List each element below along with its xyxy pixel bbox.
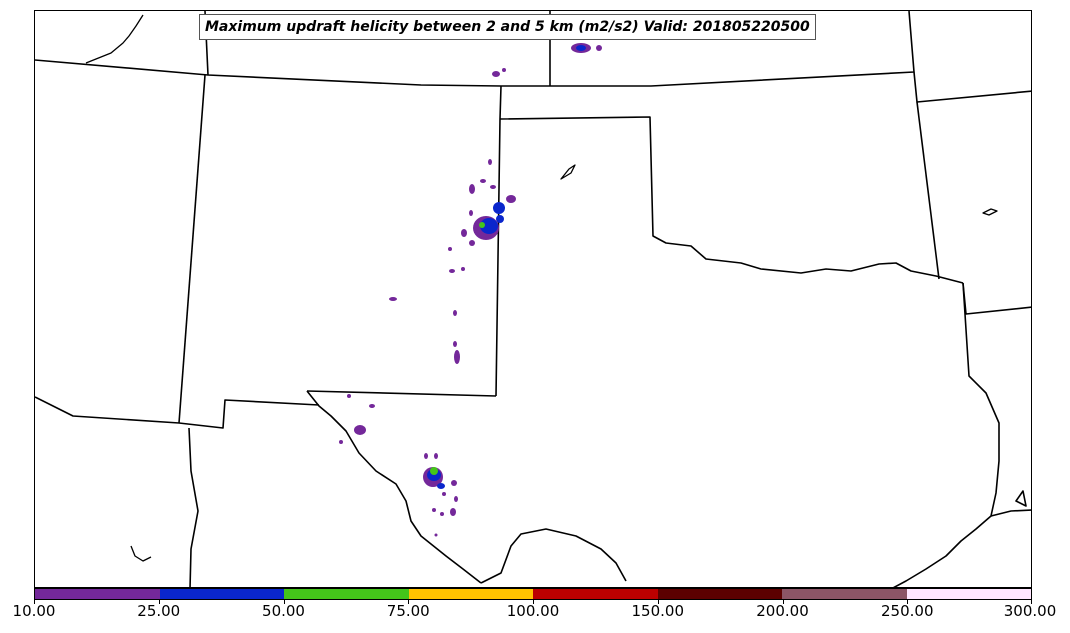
storm-cell xyxy=(493,202,505,214)
colorbar-tick xyxy=(158,600,160,604)
storm-cell xyxy=(437,483,445,489)
coastline xyxy=(85,14,144,64)
storm-cell xyxy=(480,179,486,183)
state-border xyxy=(35,396,320,429)
state-border xyxy=(499,116,964,284)
colorbar-tick xyxy=(782,600,784,604)
storm-cell xyxy=(424,453,428,459)
colorbar-tick xyxy=(657,600,659,604)
storm-cell xyxy=(339,440,343,444)
storm-cell xyxy=(469,210,473,216)
colorbar-tick xyxy=(408,600,410,604)
state-border xyxy=(916,101,940,280)
colorbar-segment-1 xyxy=(35,589,160,599)
storm-cell xyxy=(469,184,475,194)
lake xyxy=(982,208,998,216)
storm-cell xyxy=(454,496,458,502)
storm-cell xyxy=(596,45,602,51)
map-title: Maximum updraft helicity between 2 and 5… xyxy=(199,14,816,40)
storm-cell xyxy=(434,533,438,537)
storm-cell xyxy=(480,218,498,234)
storm-cell xyxy=(354,425,366,435)
colorbar-tick-label: 250.00 xyxy=(881,602,934,620)
coastline xyxy=(990,509,1031,517)
map-panel xyxy=(34,10,1032,588)
storm-cell xyxy=(434,453,438,459)
state-border xyxy=(962,282,1031,315)
storm-cell xyxy=(369,404,375,408)
storm-cell xyxy=(430,467,438,475)
storm-cell xyxy=(492,71,500,77)
colorbar-tick-label: 25.00 xyxy=(137,602,181,620)
lake xyxy=(560,164,576,180)
colorbar-segment-4 xyxy=(408,589,533,599)
colorbar-segment-5 xyxy=(533,589,658,599)
storm-cell xyxy=(451,480,457,486)
coastline xyxy=(1015,490,1027,507)
storm-cell xyxy=(440,512,444,516)
storm-cell xyxy=(453,341,457,347)
storm-cell xyxy=(454,350,460,364)
colorbar-tick-label: 300.00 xyxy=(1003,602,1057,620)
storm-cells xyxy=(339,43,602,537)
storm-cell xyxy=(347,394,351,398)
colorbar-segment-6 xyxy=(657,589,782,599)
storm-cell xyxy=(450,508,456,516)
state-boundaries xyxy=(35,11,1031,587)
colorbar-tick-label: 50.00 xyxy=(262,602,305,620)
colorbar-tick-label: 150.00 xyxy=(631,602,685,620)
storm-cell xyxy=(479,222,485,228)
storm-cell xyxy=(490,185,496,189)
state-border xyxy=(306,390,482,584)
colorbar-tick xyxy=(907,600,909,604)
state-border xyxy=(893,282,1000,587)
colorbar-tick xyxy=(1031,600,1032,604)
storm-cell xyxy=(502,68,506,72)
colorbar-segment-3 xyxy=(284,589,409,599)
lake xyxy=(130,545,152,562)
colorbar xyxy=(34,588,1032,600)
state-border xyxy=(188,427,199,587)
colorbar-segment-7 xyxy=(782,589,907,599)
storm-cell xyxy=(449,269,455,273)
storm-cell xyxy=(461,267,465,271)
storm-cell xyxy=(469,240,475,246)
colorbar-tick-label: 10.00 xyxy=(12,602,56,620)
state-border xyxy=(306,390,497,397)
storm-cell xyxy=(448,247,452,251)
storm-cell xyxy=(488,159,492,165)
storm-cell xyxy=(453,310,457,316)
colorbar-tick xyxy=(533,600,534,604)
storm-cell xyxy=(496,215,504,223)
state-border xyxy=(480,528,627,584)
storm-cell xyxy=(432,508,436,512)
storm-cell xyxy=(461,229,467,237)
colorbar-segment-8 xyxy=(906,589,1031,599)
colorbar-tick-label: 200.00 xyxy=(756,602,809,620)
state-border xyxy=(178,74,206,424)
colorbar-tick-label: 100.00 xyxy=(506,602,560,620)
storm-cell xyxy=(442,492,446,496)
colorbar-tick xyxy=(34,600,35,604)
storm-cell xyxy=(576,45,586,51)
colorbar-tick-label: 75.00 xyxy=(386,602,430,620)
state-border xyxy=(495,85,502,397)
map-canvas xyxy=(35,11,1031,587)
colorbar-segment-2 xyxy=(159,589,284,599)
state-border xyxy=(913,71,1031,103)
storm-cell xyxy=(506,195,516,203)
colorbar-tick xyxy=(283,600,285,604)
storm-cell xyxy=(389,297,397,301)
